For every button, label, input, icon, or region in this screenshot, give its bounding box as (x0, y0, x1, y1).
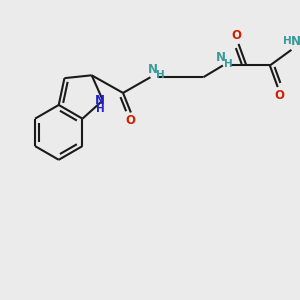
Text: H: H (283, 36, 292, 46)
Text: O: O (275, 89, 285, 102)
Text: N: N (291, 34, 300, 47)
Text: O: O (126, 114, 136, 127)
Text: H: H (95, 104, 104, 114)
Text: H: H (156, 70, 165, 80)
Text: N: N (95, 94, 105, 107)
Text: O: O (232, 29, 242, 42)
Text: N: N (216, 51, 226, 64)
Text: N: N (147, 63, 158, 76)
Text: H: H (224, 58, 233, 68)
